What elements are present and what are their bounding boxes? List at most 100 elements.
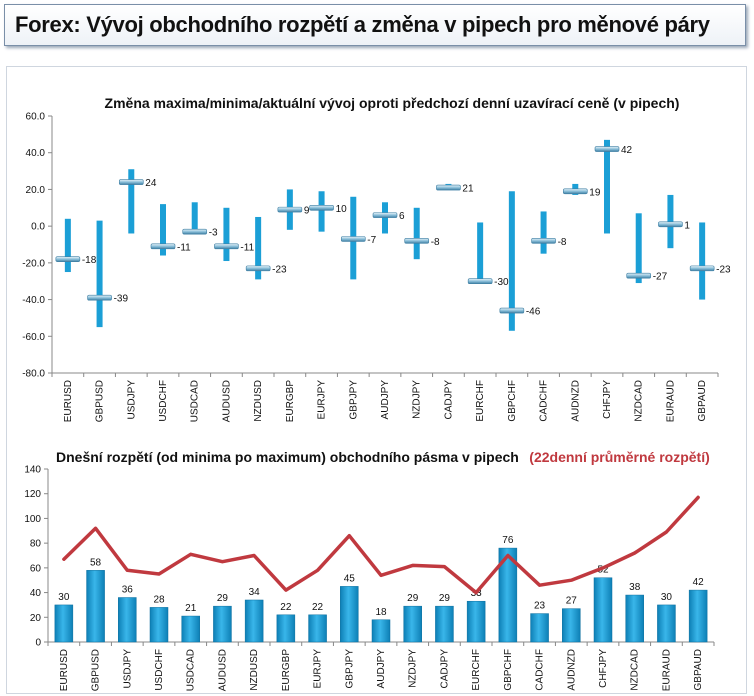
chart1-range-bar [64, 218, 71, 273]
chart1-category-label: NZDUSD [253, 380, 264, 422]
chart2-bar [149, 607, 169, 643]
chart2-bar-label: 58 [90, 557, 102, 568]
chart2-category-label: NZDCAD [630, 649, 641, 691]
chart1-range-bar [318, 191, 325, 232]
chart2-category-label: EURJPY [313, 649, 324, 689]
chart2-bar-label: 30 [661, 592, 673, 603]
chart2-bar [688, 589, 708, 643]
chart1-value-label: -8 [431, 237, 440, 248]
chart2-category-label: USDCHF [154, 649, 165, 691]
chart1-category-label: EURJPY [317, 380, 328, 420]
chart1-current-marker [309, 204, 334, 211]
chart2-bar [403, 605, 422, 643]
chart2-category-label: GBPCHF [503, 649, 514, 691]
chart1-range-bar [128, 169, 135, 234]
page-header: Forex: Vývoj obchodního rozpětí a změna … [4, 4, 746, 46]
chart1-current-marker [658, 221, 683, 228]
chart1-y-tick-label: -40.0 [22, 295, 45, 306]
chart1-range-bar [191, 202, 198, 234]
chart1-category-label: USDCHF [158, 380, 169, 422]
chart2-bar-label: 36 [122, 585, 134, 596]
chart2-bar-label: 34 [249, 587, 261, 598]
chart1-range-bar [255, 216, 262, 280]
chart1-value-label: -11 [240, 242, 254, 253]
chart1-category-label: EURAUD [665, 380, 676, 422]
chart1-value-label: -39 [114, 294, 129, 305]
chart2-bar [562, 608, 581, 643]
chart2-average-line [62, 495, 700, 595]
chart1-category-label: NZDJPY [412, 380, 423, 419]
chart1-y-tick-label: -20.0 [22, 258, 45, 269]
chart2-bar [54, 604, 74, 643]
chart2-bar-label: 76 [502, 535, 514, 546]
chart2-bar [593, 577, 613, 643]
chart2-bar-label: 23 [534, 601, 546, 612]
chart1-current-marker [531, 238, 556, 244]
chart2-category-label: GBPAUD [693, 649, 704, 691]
chart1-value-label: -27 [653, 272, 668, 283]
chart2-category-label: AUDJPY [376, 649, 387, 689]
chart2-y-tick-label: 80 [30, 539, 42, 550]
chart2-category-label: USDCAD [186, 649, 197, 691]
chart2-bar [657, 604, 676, 643]
chart2-category-label: EURGBP [281, 649, 292, 692]
chart1-marks: -18 -39 24 -11 -3 -11 -23 9 10 -7 6 -8 21 -30 -46 -8 19 4… [55, 139, 731, 331]
chart2-bar-label: 42 [693, 577, 705, 588]
chart1-value-label: 42 [621, 145, 633, 156]
chart2-bar-label: 38 [629, 582, 641, 593]
chart1-current-marker [404, 238, 430, 244]
chart1-y-tick-label: -80.0 [22, 369, 45, 380]
chart1-value-label: 6 [399, 211, 405, 222]
chart1-value-label: 10 [336, 204, 348, 215]
chart1-value-label: -18 [82, 255, 97, 266]
chart2-bar [498, 547, 518, 643]
chart2-category-label: CHFJPY [598, 649, 609, 688]
chart1-value-label: 1 [684, 220, 690, 231]
chart1-category-label: AUDUSD [221, 380, 232, 422]
chart2-category-label: NZDUSD [249, 649, 260, 691]
chart2-category-label: AUDNZD [566, 649, 577, 691]
chart2-bar [118, 597, 137, 643]
chart2-title-extra: (22denní průměrné rozpětí) [529, 449, 709, 465]
chart1-title: Změna maxima/minima/aktuální vývoj oprot… [105, 95, 680, 111]
chart2-bar [308, 614, 327, 643]
chart1-range-bar [604, 139, 610, 234]
chart2-bar-label: 30 [58, 592, 70, 603]
chart1-value-label: 21 [462, 184, 474, 195]
chart1-current-marker [562, 188, 588, 195]
chart1-category-label: GBPCHF [507, 380, 518, 422]
chart1-range-bar [635, 213, 642, 284]
chart1-current-marker [436, 184, 461, 191]
chart2-bar [244, 599, 264, 643]
chart2-y-tick-label: 120 [24, 489, 41, 500]
chart2-bar-label: 28 [153, 594, 165, 605]
chart2-title-main: Dnešní rozpětí (od minima po maximum) ob… [56, 449, 519, 465]
chart1-current-marker [55, 256, 81, 262]
chart2-y-tick-label: 40 [30, 588, 42, 599]
chart1-current-marker [467, 278, 493, 285]
chart2-category-label: GBPUSD [91, 649, 102, 691]
chart1-range-bar [508, 191, 515, 331]
chart2-bar [625, 594, 644, 643]
chart1-current-marker [340, 236, 366, 242]
chart1-current-marker [87, 294, 112, 301]
chart1-current-marker [214, 243, 239, 250]
chart2-bar-label: 21 [185, 603, 197, 614]
chart1-y-tick-label: -60.0 [22, 332, 45, 343]
chart1-value-label: -8 [558, 237, 567, 248]
chart2-bar-label: 22 [280, 602, 292, 613]
chart1-value-label: 19 [589, 187, 601, 198]
chart2-bar [276, 614, 296, 643]
chart1-category-label: EURGBP [285, 380, 296, 423]
chart2-category-label: EURCHF [471, 649, 482, 691]
chart1-category-label: USDJPY [126, 380, 137, 420]
chart1-category-label: AUDNZD [570, 380, 581, 422]
chart2-bar-label: 18 [375, 607, 387, 618]
chart1-current-marker [118, 179, 144, 185]
chart1-value-label: -30 [494, 277, 509, 288]
chart2-title: Dnešní rozpětí (od minima po maximum) ob… [56, 449, 710, 466]
chart2-bar-label: 29 [407, 593, 419, 604]
chart1-y-tick-label: 20.0 [26, 185, 46, 196]
chart2-bar-label: 29 [217, 593, 229, 604]
